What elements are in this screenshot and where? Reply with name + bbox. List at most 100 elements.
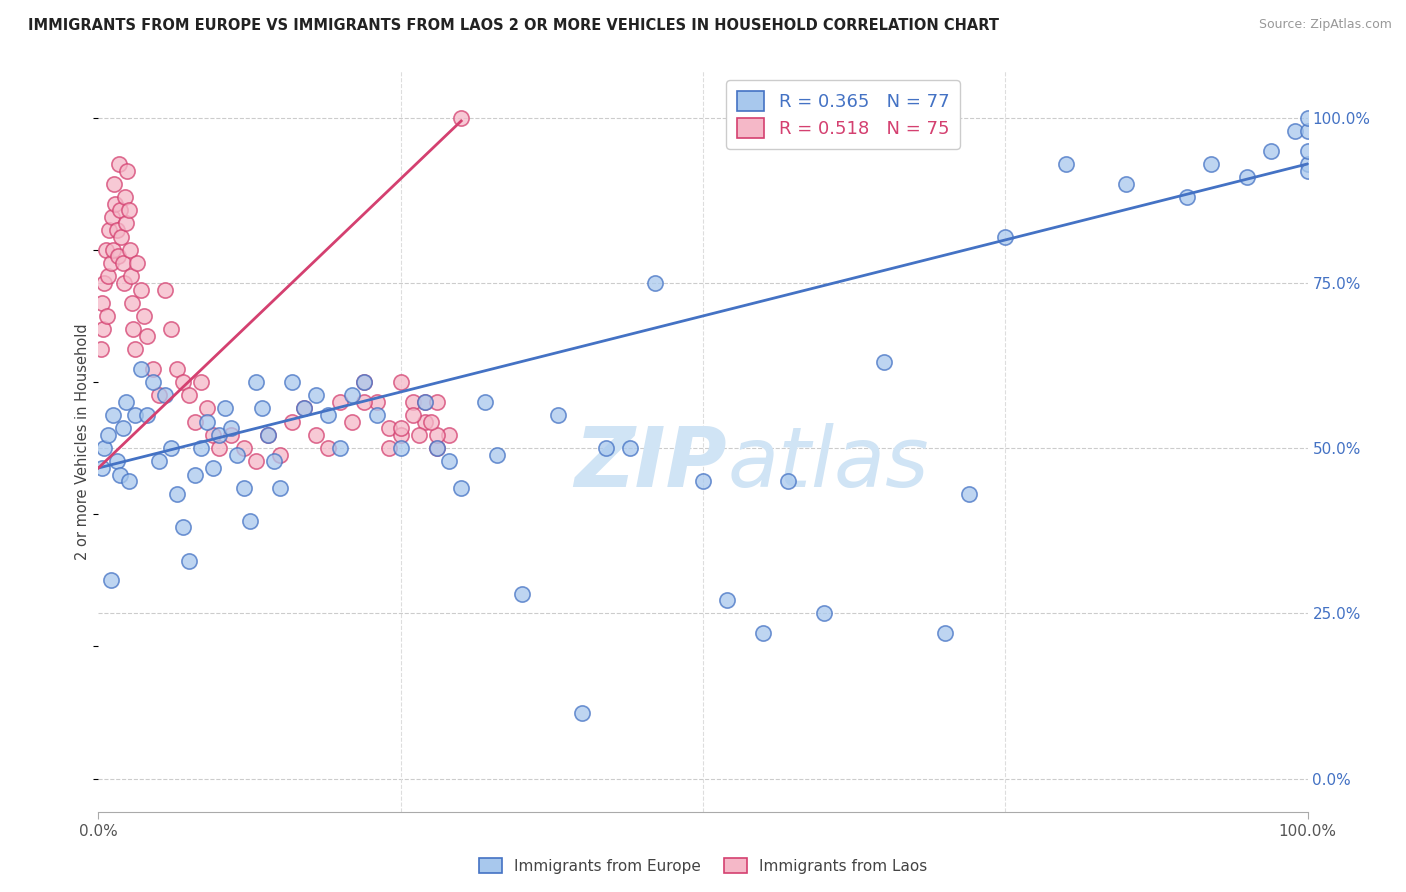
Point [93,276,115,290]
Point [221,421,243,435]
Point [994,229,1017,244]
Point [426,428,449,442]
Point [813,607,835,621]
Point [571,706,593,720]
Point [1296,144,1319,158]
Point [305,388,328,402]
Point [94,243,117,257]
Point [474,395,496,409]
Point [148,388,170,402]
Point [316,408,339,422]
Point [281,375,304,389]
Point [316,441,339,455]
Point [353,375,375,389]
Point [153,388,176,402]
Point [208,441,231,455]
Point [101,243,124,257]
Point [135,328,157,343]
Point [377,441,399,455]
Point [122,322,145,336]
Point [142,361,165,376]
Point [426,441,449,455]
Point [408,428,430,442]
Text: Source: ZipAtlas.com: Source: ZipAtlas.com [1258,18,1392,31]
Point [195,401,218,416]
Point [232,441,254,455]
Point [121,295,143,310]
Point [112,276,135,290]
Point [153,283,176,297]
Point [437,454,460,468]
Point [104,196,127,211]
Point [96,309,118,323]
Text: IMMIGRANTS FROM EUROPE VS IMMIGRANTS FROM LAOS 2 OR MORE VEHICLES IN HOUSEHOLD C: IMMIGRANTS FROM EUROPE VS IMMIGRANTS FRO… [28,18,1000,33]
Point [118,203,141,218]
Point [115,216,138,230]
Point [184,467,207,482]
Point [184,415,207,429]
Point [1115,177,1137,191]
Point [232,481,254,495]
Point [389,428,412,442]
Point [93,441,115,455]
Point [91,461,114,475]
Point [329,441,352,455]
Point [1296,111,1319,125]
Point [269,481,291,495]
Point [172,375,194,389]
Point [118,474,141,488]
Point [190,441,212,455]
Point [105,454,128,468]
Point [117,163,139,178]
Point [619,441,641,455]
Point [108,467,131,482]
Point [97,428,120,442]
Point [166,361,188,376]
Point [108,203,131,218]
Point [214,401,236,416]
Point [208,428,231,442]
Point [426,441,449,455]
Point [179,553,201,567]
Legend: R = 0.365   N = 77, R = 0.518   N = 75: R = 0.365 N = 77, R = 0.518 N = 75 [725,80,960,149]
Point [263,454,285,468]
Point [450,111,472,125]
Point [142,375,165,389]
Point [129,361,152,376]
Point [256,428,278,442]
Point [366,408,388,422]
Point [103,177,125,191]
Point [114,190,136,204]
Point [934,626,956,640]
Point [98,223,121,237]
Point [692,474,714,488]
Point [111,256,134,270]
Point [129,283,152,297]
Point [547,408,569,422]
Point [105,223,128,237]
Point [101,408,124,422]
Y-axis label: 2 or more Vehicles in Household: 2 or more Vehicles in Household [75,323,90,560]
Point [1296,157,1319,171]
Point [402,395,425,409]
Point [120,269,142,284]
Point [426,395,449,409]
Point [595,441,617,455]
Point [127,256,149,270]
Point [1054,157,1077,171]
Point [190,375,212,389]
Point [172,520,194,534]
Point [1175,190,1198,204]
Point [281,415,304,429]
Point [115,395,138,409]
Point [135,408,157,422]
Point [160,441,183,455]
Point [1236,170,1258,185]
Point [1284,124,1306,138]
Point [776,474,799,488]
Point [256,428,278,442]
Point [389,421,412,435]
Point [111,421,134,435]
Point [1296,163,1319,178]
Point [377,421,399,435]
